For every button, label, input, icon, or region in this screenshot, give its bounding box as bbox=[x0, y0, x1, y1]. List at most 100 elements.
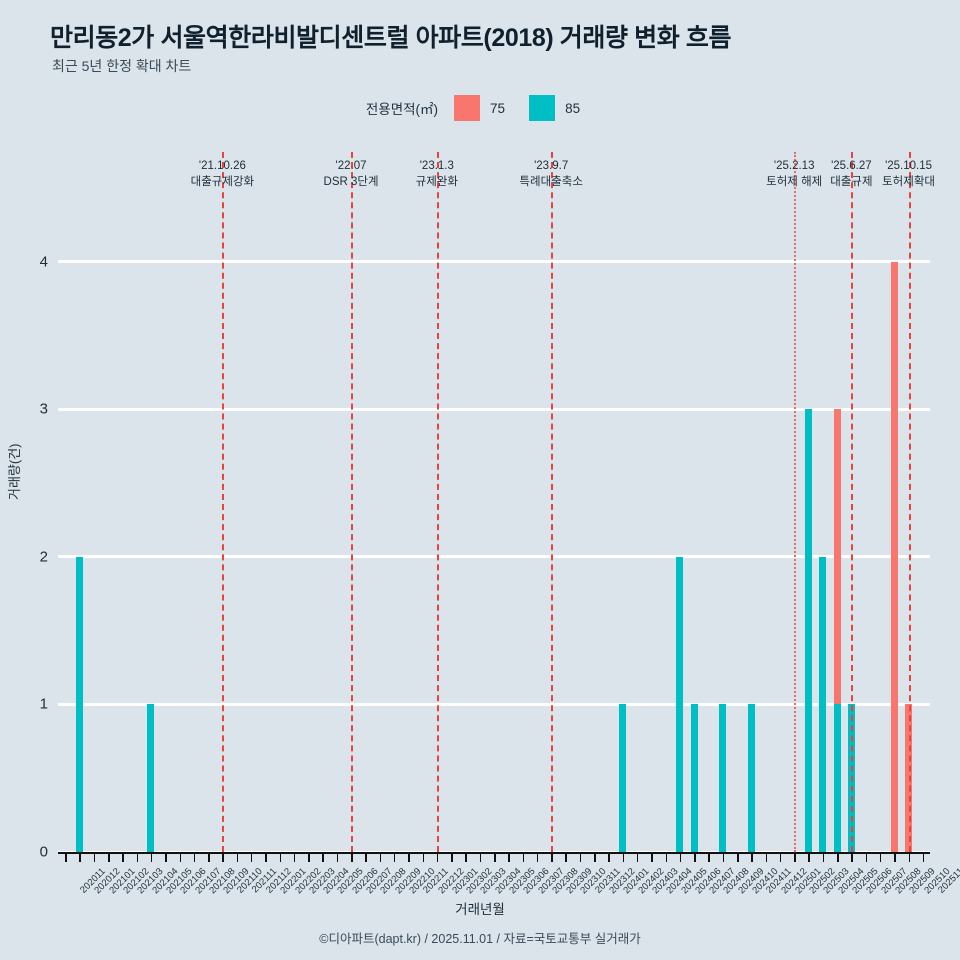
x-tick bbox=[293, 854, 296, 862]
annotation-label: '25.10.15 토허제확대 bbox=[882, 158, 935, 190]
annotation-label: '23.1.3 규제완화 bbox=[416, 158, 458, 190]
x-tick bbox=[222, 854, 224, 862]
legend-label-75: 75 bbox=[490, 100, 506, 116]
annotation-date: '25.6.27 bbox=[831, 160, 872, 172]
y-tick-label: 2 bbox=[39, 548, 48, 566]
legend-label-85: 85 bbox=[565, 100, 581, 116]
annotation-line bbox=[908, 152, 911, 852]
x-tick bbox=[579, 854, 582, 862]
x-tick bbox=[465, 854, 467, 862]
x-tick bbox=[79, 854, 81, 862]
annotation-text: 대출규제강화 bbox=[190, 176, 255, 188]
x-tick bbox=[679, 854, 682, 862]
y-tick-label: 1 bbox=[39, 695, 48, 713]
x-tick bbox=[108, 854, 110, 862]
annotation-text: 토허제 해제 bbox=[766, 176, 823, 188]
x-axis bbox=[58, 852, 930, 862]
y-tick-label: 0 bbox=[39, 843, 48, 861]
x-tick bbox=[165, 854, 167, 862]
x-tick bbox=[65, 854, 67, 862]
x-tick bbox=[208, 854, 210, 862]
bar bbox=[676, 556, 684, 852]
x-tick bbox=[794, 854, 796, 862]
legend-title: 전용면적(㎡) bbox=[365, 102, 439, 117]
bar bbox=[833, 704, 841, 852]
annotation-text: 규제완화 bbox=[415, 176, 458, 188]
annotation-text: 특례대출축소 bbox=[519, 176, 583, 188]
x-tick bbox=[265, 854, 267, 862]
x-tick bbox=[436, 854, 439, 862]
x-tick bbox=[608, 854, 610, 862]
annotation-date: '21.10.26 bbox=[198, 160, 246, 172]
x-tick bbox=[551, 854, 553, 862]
annotation-line bbox=[222, 152, 225, 852]
annotation-label: '21.10.26 대출규제강화 bbox=[191, 158, 254, 190]
footer-credit: ©디아파트(dapt.kr) / 2025.11.01 / 자료=국토교통부 실… bbox=[319, 932, 641, 946]
x-tick bbox=[136, 854, 139, 862]
annotation-line bbox=[351, 152, 354, 852]
bar bbox=[147, 704, 155, 852]
x-tick bbox=[708, 854, 710, 862]
x-tick bbox=[779, 854, 782, 862]
x-tick bbox=[322, 854, 324, 862]
annotation-label: '23.9.7 특례대출축소 bbox=[519, 158, 582, 190]
x-tick bbox=[851, 854, 853, 862]
annotation-line bbox=[436, 152, 439, 852]
y-axis-label: 거래량(건) bbox=[7, 443, 22, 501]
x-tick bbox=[351, 854, 353, 862]
x-tick bbox=[665, 854, 668, 862]
x-tick bbox=[694, 854, 696, 862]
x-tick bbox=[651, 854, 653, 862]
x-tick bbox=[408, 854, 410, 862]
x-tick bbox=[393, 854, 396, 862]
plot-area bbox=[58, 152, 930, 854]
x-tick bbox=[894, 854, 896, 862]
x-tick bbox=[522, 854, 525, 862]
x-axis-line bbox=[58, 852, 930, 854]
x-axis-label: 거래년월 bbox=[455, 902, 505, 917]
gridline bbox=[58, 702, 930, 706]
x-tick bbox=[737, 854, 739, 862]
x-tick bbox=[594, 854, 596, 862]
bar bbox=[819, 556, 827, 852]
bar bbox=[890, 261, 898, 852]
x-tick bbox=[765, 854, 768, 862]
x-tick bbox=[379, 854, 382, 862]
x-tick bbox=[179, 854, 181, 862]
x-tick bbox=[536, 854, 539, 862]
x-tick bbox=[365, 854, 367, 862]
chart-subtitle: 최근 5년 한정 확대 차트 bbox=[52, 58, 192, 74]
x-tick bbox=[308, 854, 310, 862]
x-tick bbox=[122, 854, 124, 862]
annotation-line bbox=[551, 152, 554, 852]
annotation-text: DSR 3단계 bbox=[323, 176, 379, 188]
bar bbox=[833, 409, 841, 852]
gridline bbox=[58, 555, 930, 559]
bar bbox=[75, 556, 83, 852]
annotation-text: 대출규제 bbox=[830, 176, 873, 188]
bar bbox=[747, 704, 755, 852]
x-tick bbox=[751, 854, 753, 862]
x-tick bbox=[494, 854, 496, 862]
legend-swatch-75 bbox=[454, 95, 481, 121]
x-tick bbox=[479, 854, 482, 862]
annotation-label: '25.6.27 대출규제 bbox=[830, 158, 872, 190]
annotation-date: '23.1.3 bbox=[419, 160, 454, 172]
x-tick bbox=[565, 854, 567, 862]
x-tick bbox=[808, 854, 810, 862]
annotation-label: '22.07 DSR 3단계 bbox=[324, 158, 379, 190]
bar bbox=[719, 704, 727, 852]
gridline bbox=[58, 260, 930, 264]
x-tick bbox=[837, 854, 839, 862]
legend-swatch-85 bbox=[529, 95, 556, 121]
y-axis: 0 1 2 3 4 bbox=[0, 210, 58, 860]
annotation-date: '22.07 bbox=[335, 160, 367, 172]
x-tick bbox=[879, 854, 882, 862]
x-tick bbox=[336, 854, 339, 862]
x-tick bbox=[279, 854, 282, 862]
x-tick bbox=[722, 854, 725, 862]
annotation-date: '23.9.7 bbox=[534, 160, 569, 172]
bar bbox=[804, 409, 812, 852]
x-tick bbox=[236, 854, 239, 862]
x-tick bbox=[908, 854, 911, 862]
